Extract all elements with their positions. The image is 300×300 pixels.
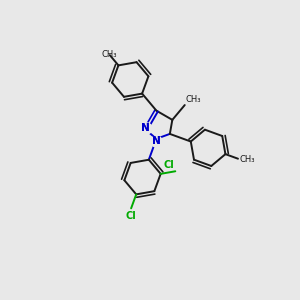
Text: Cl: Cl xyxy=(163,160,174,170)
Text: Cl: Cl xyxy=(126,211,136,221)
Text: N: N xyxy=(152,136,161,146)
Text: N: N xyxy=(141,123,150,133)
Text: CH₃: CH₃ xyxy=(186,95,201,104)
Text: CH₃: CH₃ xyxy=(101,50,117,59)
Text: CH₃: CH₃ xyxy=(239,155,255,164)
Text: N: N xyxy=(141,123,150,133)
Text: N: N xyxy=(152,136,161,146)
